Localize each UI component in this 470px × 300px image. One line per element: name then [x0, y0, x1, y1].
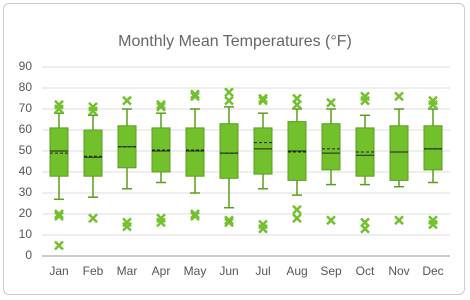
outlier: [156, 217, 166, 228]
outlier: [54, 104, 64, 114]
outlier: [224, 95, 234, 106]
y-tick-label: 60: [19, 122, 33, 136]
box: [389, 125, 409, 181]
x-tick-label: May: [184, 264, 207, 278]
box: [49, 127, 69, 177]
outlier: [224, 217, 234, 228]
outlier: [292, 99, 302, 110]
chart-card: [3, 3, 465, 295]
outlier: [54, 209, 64, 219]
y-tick-label: 20: [19, 206, 33, 220]
outlier: [326, 215, 336, 226]
outlier: [224, 215, 234, 226]
outlier: [428, 219, 438, 230]
y-tick-label: 80: [19, 80, 33, 94]
outlier: [292, 213, 302, 224]
x-tick-label: Aug: [286, 264, 307, 278]
outlier: [428, 99, 438, 110]
box: [83, 129, 103, 177]
outlier: [54, 211, 64, 221]
box: [219, 123, 239, 179]
outlier: [54, 240, 64, 251]
y-tick-label: 40: [19, 164, 33, 178]
outlier: [122, 95, 132, 106]
x-tick-label: Dec: [422, 264, 443, 278]
outlier: [360, 95, 370, 106]
y-tick-label: 0: [25, 248, 32, 262]
outlier: [258, 93, 268, 104]
x-tick-label: Oct: [356, 264, 375, 278]
outlier: [88, 106, 98, 116]
x-tick-label: Apr: [152, 264, 171, 278]
x-tick-label: Jun: [219, 264, 238, 278]
outlier: [88, 213, 98, 224]
outlier: [190, 89, 200, 100]
x-tick-label: Jul: [255, 264, 270, 278]
outlier: [190, 211, 200, 221]
outlier: [258, 223, 268, 234]
x-tick-label: Sep: [320, 264, 342, 278]
outlier: [122, 221, 132, 232]
outlier: [258, 95, 268, 106]
outlier: [224, 87, 234, 98]
y-tick-label: 90: [19, 59, 33, 73]
y-tick-label: 50: [19, 143, 33, 157]
outlier: [394, 215, 404, 226]
box: [185, 127, 205, 177]
outlier: [190, 91, 200, 102]
outlier: [156, 99, 166, 110]
x-tick-label: Mar: [117, 264, 138, 278]
outlier: [360, 223, 370, 234]
x-tick-label: Jan: [49, 264, 68, 278]
y-tick-label: 10: [19, 227, 33, 241]
y-tick-label: 30: [19, 185, 33, 199]
outlier: [156, 102, 166, 112]
outlier: [292, 204, 302, 215]
box: [423, 125, 443, 171]
x-tick-label: Feb: [83, 264, 104, 278]
outlier: [394, 91, 404, 102]
outlier: [190, 209, 200, 219]
box: [253, 127, 273, 175]
box: [321, 123, 341, 171]
chart-title: Monthly Mean Temperatures (°F): [118, 33, 352, 50]
outlier: [326, 97, 336, 108]
y-tick-label: 70: [19, 101, 33, 115]
x-tick-label: Nov: [388, 264, 409, 278]
